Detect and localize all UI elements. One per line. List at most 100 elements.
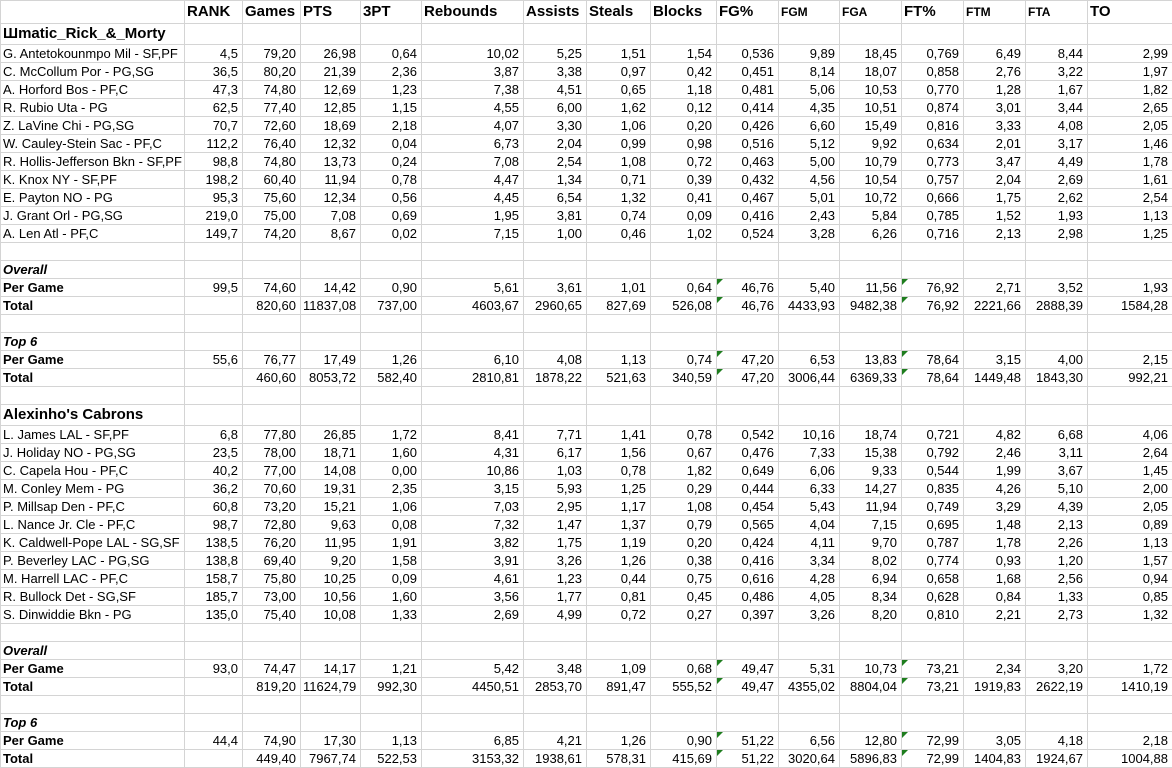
- empty-cell[interactable]: [779, 243, 840, 261]
- stat-cell[interactable]: 75,80: [243, 570, 301, 588]
- stat-cell[interactable]: 4,55: [422, 99, 524, 117]
- empty-cell[interactable]: [243, 696, 301, 714]
- stat-cell[interactable]: [185, 369, 243, 387]
- empty-cell[interactable]: [902, 387, 964, 405]
- stat-cell[interactable]: 18,71: [301, 444, 361, 462]
- stat-cell[interactable]: 4,21: [524, 732, 587, 750]
- stat-cell[interactable]: 7,38: [422, 81, 524, 99]
- stat-cell[interactable]: 1,02: [651, 225, 717, 243]
- stat-cell[interactable]: 1938,61: [524, 750, 587, 768]
- stat-cell[interactable]: 77,00: [243, 462, 301, 480]
- stat-cell[interactable]: 4450,51: [422, 678, 524, 696]
- stat-cell[interactable]: 3,38: [524, 63, 587, 81]
- stat-cell[interactable]: 13,73: [301, 153, 361, 171]
- column-header-fta[interactable]: FTA: [1026, 1, 1088, 24]
- stat-cell[interactable]: 3,52: [1026, 279, 1088, 297]
- empty-cell[interactable]: [840, 243, 902, 261]
- empty-cell[interactable]: [902, 261, 964, 279]
- stat-cell[interactable]: 1,17: [587, 498, 651, 516]
- stat-cell[interactable]: 737,00: [361, 297, 422, 315]
- stat-cell[interactable]: 6,85: [422, 732, 524, 750]
- stat-cell[interactable]: 0,78: [587, 462, 651, 480]
- stat-cell[interactable]: 555,52: [651, 678, 717, 696]
- stat-cell[interactable]: 1,26: [361, 351, 422, 369]
- section-title[interactable]: Overall: [1, 261, 185, 279]
- empty-cell[interactable]: [779, 24, 840, 45]
- stat-cell[interactable]: 0,85: [1088, 588, 1172, 606]
- stat-cell[interactable]: 74,80: [243, 81, 301, 99]
- stat-cell[interactable]: 6,49: [964, 45, 1026, 63]
- empty-cell[interactable]: [1026, 696, 1088, 714]
- stat-cell[interactable]: 12,80: [840, 732, 902, 750]
- stat-cell[interactable]: 7,15: [422, 225, 524, 243]
- empty-cell[interactable]: [964, 24, 1026, 45]
- stat-cell[interactable]: 1,77: [524, 588, 587, 606]
- stat-cell[interactable]: 0,424: [717, 534, 779, 552]
- stat-cell[interactable]: 0,69: [361, 207, 422, 225]
- empty-cell[interactable]: [524, 24, 587, 45]
- stat-cell[interactable]: 75,00: [243, 207, 301, 225]
- stat-cell[interactable]: 73,20: [243, 498, 301, 516]
- stat-cell[interactable]: 5896,83: [840, 750, 902, 768]
- player-name[interactable]: W. Cauley-Stein Sac - PF,C: [1, 135, 185, 153]
- empty-cell[interactable]: [361, 405, 422, 426]
- stat-cell[interactable]: 138,5: [185, 534, 243, 552]
- stat-cell[interactable]: 149,7: [185, 225, 243, 243]
- empty-cell[interactable]: [840, 333, 902, 351]
- stat-cell[interactable]: 2888,39: [1026, 297, 1088, 315]
- empty-cell[interactable]: [1088, 333, 1172, 351]
- empty-cell[interactable]: [964, 387, 1026, 405]
- stat-cell[interactable]: 1,37: [587, 516, 651, 534]
- stat-cell[interactable]: 1,93: [1088, 279, 1172, 297]
- empty-cell[interactable]: [185, 405, 243, 426]
- stat-cell[interactable]: 0,858: [902, 63, 964, 81]
- empty-cell[interactable]: [651, 315, 717, 333]
- stat-cell[interactable]: 2,35: [361, 480, 422, 498]
- stat-cell[interactable]: 3,17: [1026, 135, 1088, 153]
- stat-cell[interactable]: 1,13: [1088, 207, 1172, 225]
- stat-cell[interactable]: 10,56: [301, 588, 361, 606]
- stat-cell[interactable]: 1449,48: [964, 369, 1026, 387]
- empty-cell[interactable]: [422, 642, 524, 660]
- stat-cell[interactable]: 2,13: [964, 225, 1026, 243]
- stat-cell[interactable]: 2,95: [524, 498, 587, 516]
- stat-cell[interactable]: 78,64: [902, 369, 964, 387]
- empty-cell[interactable]: [1026, 405, 1088, 426]
- stat-cell[interactable]: 3,15: [964, 351, 1026, 369]
- stat-cell[interactable]: 6,8: [185, 426, 243, 444]
- column-header-fg-[interactable]: FG%: [717, 1, 779, 24]
- stat-cell[interactable]: 51,22: [717, 750, 779, 768]
- stat-cell[interactable]: 7,71: [524, 426, 587, 444]
- empty-cell[interactable]: [779, 696, 840, 714]
- stat-cell[interactable]: 4,18: [1026, 732, 1088, 750]
- stat-cell[interactable]: 1,78: [964, 534, 1026, 552]
- empty-cell[interactable]: [361, 261, 422, 279]
- stat-cell[interactable]: 2,54: [524, 153, 587, 171]
- empty-cell[interactable]: [1026, 261, 1088, 279]
- team-name[interactable]: Шmatic_Rick_&_Morty: [1, 24, 185, 45]
- stat-cell[interactable]: 5,31: [779, 660, 840, 678]
- stat-cell[interactable]: 4,39: [1026, 498, 1088, 516]
- stat-cell[interactable]: 17,30: [301, 732, 361, 750]
- stat-cell[interactable]: 10,73: [840, 660, 902, 678]
- summary-row-label[interactable]: Total: [1, 369, 185, 387]
- stat-cell[interactable]: 0,09: [651, 207, 717, 225]
- stat-cell[interactable]: 0,785: [902, 207, 964, 225]
- stat-cell[interactable]: 0,444: [717, 480, 779, 498]
- stat-cell[interactable]: 10,72: [840, 189, 902, 207]
- player-name[interactable]: A. Horford Bos - PF,C: [1, 81, 185, 99]
- stat-cell[interactable]: 3020,64: [779, 750, 840, 768]
- stat-cell[interactable]: 4,06: [1088, 426, 1172, 444]
- stat-cell[interactable]: 10,79: [840, 153, 902, 171]
- stat-cell[interactable]: 992,21: [1088, 369, 1172, 387]
- empty-cell[interactable]: [651, 387, 717, 405]
- stat-cell[interactable]: 36,5: [185, 63, 243, 81]
- stat-cell[interactable]: 14,08: [301, 462, 361, 480]
- stat-cell[interactable]: [185, 678, 243, 696]
- summary-row-label[interactable]: Total: [1, 750, 185, 768]
- stat-cell[interactable]: 2,04: [964, 171, 1026, 189]
- stat-cell[interactable]: 0,27: [651, 606, 717, 624]
- empty-cell[interactable]: [524, 642, 587, 660]
- summary-row-label[interactable]: Total: [1, 678, 185, 696]
- empty-cell[interactable]: [243, 333, 301, 351]
